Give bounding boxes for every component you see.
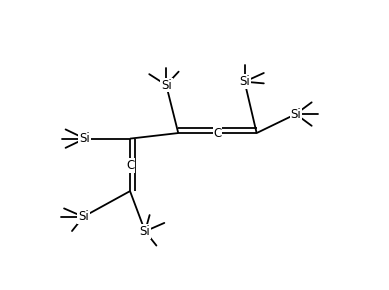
Text: C: C [126,159,134,172]
Text: C: C [213,126,222,139]
Text: Si: Si [79,132,90,145]
Text: Si: Si [78,210,89,223]
Text: Si: Si [161,79,172,92]
Text: Si: Si [291,108,301,121]
Text: Si: Si [140,225,151,238]
Text: Si: Si [239,75,250,88]
